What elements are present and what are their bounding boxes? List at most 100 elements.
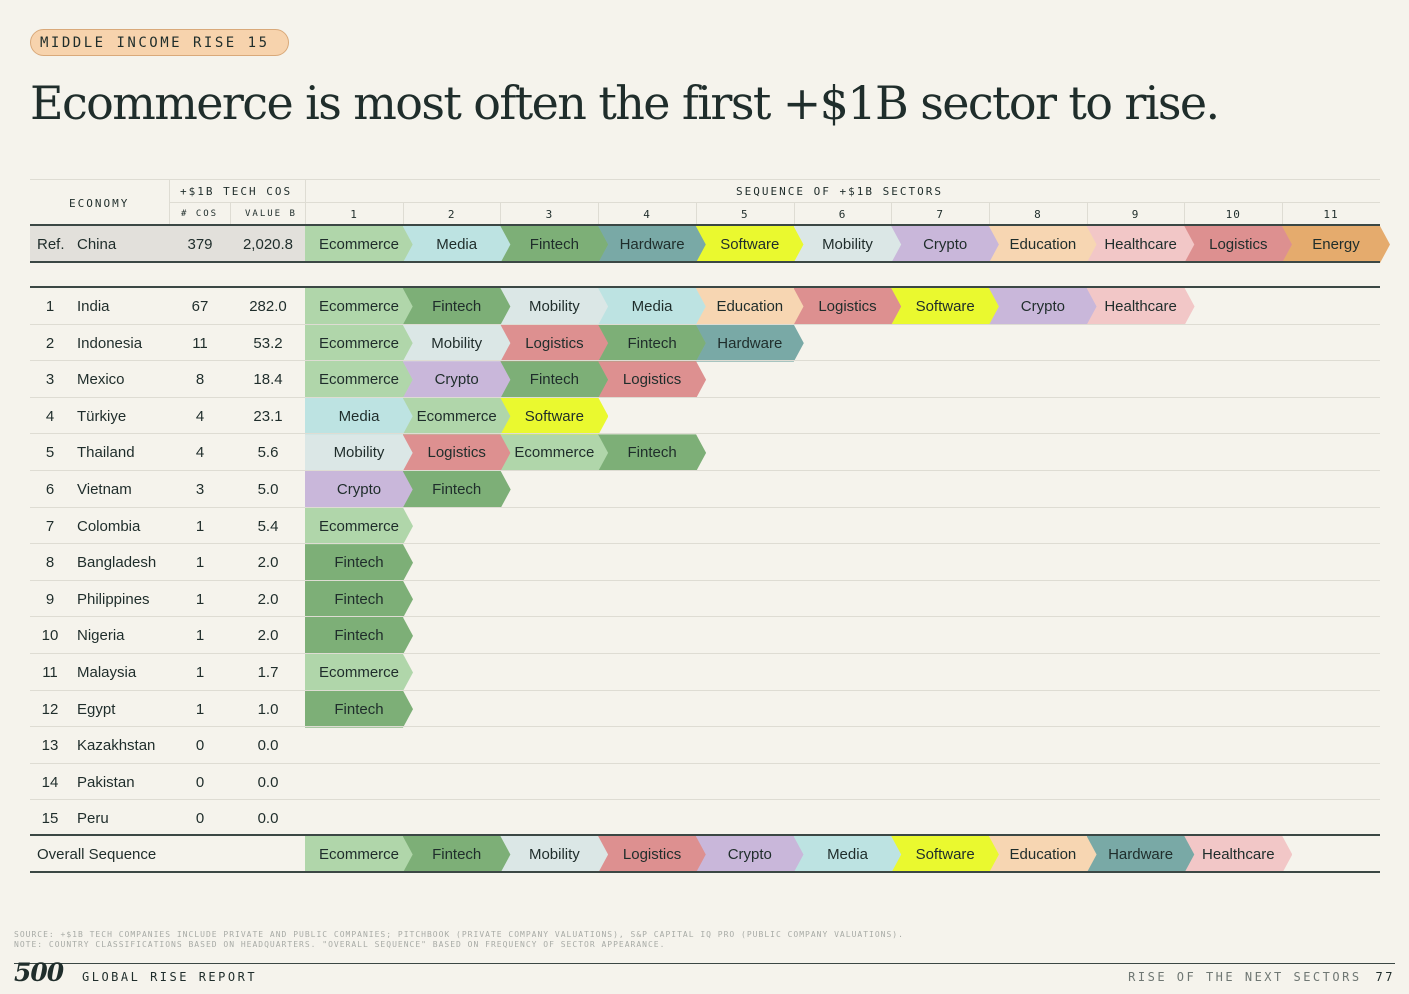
- row-value: 2,020.8: [242, 236, 294, 253]
- header-sequence: SEQUENCE OF +$1B SECTORS: [736, 185, 943, 198]
- sector-label: Ecommerce: [416, 407, 497, 425]
- header-divider: [598, 203, 600, 224]
- sector-label: Education: [1009, 236, 1077, 253]
- sector-chip-education: Education: [988, 226, 1097, 263]
- row-rank: 11: [42, 664, 58, 681]
- row-economy: Philippines: [77, 590, 150, 608]
- row-cos: 67: [191, 298, 209, 315]
- sector-label: Fintech: [334, 700, 384, 718]
- position-header: 1: [350, 208, 358, 221]
- row-cos: 3: [195, 481, 205, 498]
- sector-chip-ecommerce: Ecommerce: [500, 434, 609, 472]
- row-rank: 3: [45, 371, 55, 389]
- sector-chip-fintech: Fintech: [305, 544, 413, 582]
- table-row: 2 Indonesia 11 53.2 Ecommerce Mobility Logisti…: [30, 324, 1380, 362]
- row-value: 2.0: [257, 627, 279, 645]
- sector-label: Education: [716, 298, 784, 315]
- row-economy: Colombia: [77, 517, 141, 535]
- position-header: 11: [1323, 208, 1339, 221]
- reference-bottom-rule: [30, 261, 1380, 263]
- sector-label: Software: [524, 407, 584, 425]
- sector-chip-energy: Energy: [1282, 226, 1390, 263]
- row-cos: 1: [195, 590, 205, 608]
- sector-chip-crypto: Crypto: [988, 288, 1097, 325]
- row-divider: [30, 726, 1380, 728]
- row-divider: [30, 579, 1380, 581]
- header-divider: [1086, 203, 1088, 224]
- row-cos: 1: [195, 554, 205, 572]
- table-row: 6 Vietnam 3 5.0 Crypto Fintech: [30, 471, 1380, 508]
- sector-label: Fintech: [529, 371, 579, 389]
- row-value: 0.0: [257, 810, 279, 828]
- footer-rule: [14, 963, 1395, 964]
- sector-chip-software: Software: [695, 226, 804, 263]
- sector-chip-logistics: Logistics: [598, 361, 707, 399]
- row-economy: Thailand: [77, 444, 135, 462]
- sector-chip-software: Software: [891, 288, 1000, 325]
- header-divider: [402, 203, 404, 224]
- sector-chip-ecommerce: Ecommerce: [305, 507, 413, 545]
- row-value: 23.1: [253, 407, 283, 425]
- row-rank: 5: [45, 444, 55, 462]
- position-header: 8: [1034, 208, 1042, 221]
- sector-chip-software: Software: [891, 836, 1000, 873]
- sector-chip-ecommerce: Ecommerce: [305, 361, 413, 399]
- row-rank: 8: [45, 554, 55, 572]
- row-value: 5.4: [257, 517, 279, 535]
- overall-top-rule: [30, 834, 1380, 836]
- row-economy: China: [77, 236, 117, 253]
- sector-chip-software: Software: [500, 397, 609, 435]
- sector-label: Media: [631, 298, 673, 315]
- row-value: 1.7: [257, 664, 279, 681]
- sector-label: Fintech: [334, 590, 384, 608]
- row-value: 5.0: [257, 481, 279, 498]
- row-economy: Egypt: [77, 700, 116, 718]
- sector-label: Healthcare: [1104, 298, 1177, 315]
- row-economy: Nigeria: [77, 627, 125, 645]
- header-divider: [793, 203, 795, 224]
- sector-label: Fintech: [627, 334, 677, 352]
- row-cos: 0: [195, 737, 205, 755]
- row-value: 0.0: [257, 737, 279, 755]
- sector-chip-healthcare: Healthcare: [1086, 226, 1195, 263]
- section-name: RISE OF THE NEXT SECTORS: [1128, 970, 1362, 984]
- sector-label: Education: [1009, 846, 1077, 863]
- row-divider: [30, 506, 1380, 508]
- overall-label: Overall Sequence: [37, 846, 157, 863]
- sector-chip-fintech: Fintech: [500, 361, 609, 399]
- row-economy: Malaysia: [77, 664, 137, 681]
- sector-label: Hardware: [717, 334, 783, 352]
- row-rank: 1: [45, 298, 55, 315]
- position-header: 7: [936, 208, 944, 221]
- sector-chip-fintech: Fintech: [305, 580, 413, 618]
- sector-chip-crypto: Crypto: [305, 471, 413, 508]
- position-header: 9: [1131, 208, 1140, 221]
- row-rank: 2: [45, 334, 55, 352]
- table-row: 10 Nigeria 1 2.0 Fintech: [30, 617, 1380, 655]
- position-header: 6: [838, 208, 847, 221]
- row-divider: [30, 762, 1380, 764]
- sector-label: Healthcare: [1104, 236, 1177, 253]
- sector-label: Mobility: [528, 846, 580, 863]
- sector-chip-logistics: Logistics: [1184, 226, 1293, 263]
- body-top-rule: [30, 286, 1380, 288]
- row-rank: 14: [41, 773, 59, 791]
- row-rank: Ref.: [37, 236, 65, 253]
- sector-label: Ecommerce: [318, 236, 400, 253]
- sector-chip-hardware: Hardware: [695, 324, 804, 362]
- sector-chip-logistics: Logistics: [500, 324, 609, 362]
- sector-chip-mobility: Mobility: [500, 836, 609, 873]
- sector-label: Media: [827, 846, 868, 863]
- row-rank: 13: [41, 737, 59, 755]
- row-divider: [30, 799, 1380, 801]
- sector-chip-media: Media: [402, 226, 511, 263]
- sector-label: Media: [436, 236, 478, 253]
- table-row: 9 Philippines 1 2.0 Fintech: [30, 580, 1380, 618]
- table-row: 1 India 67 282.0 Ecommerce Fintech Mobility Med…: [30, 288, 1380, 325]
- position-header: 3: [545, 208, 554, 221]
- sector-label: Software: [720, 236, 780, 253]
- row-rank: 10: [41, 627, 59, 645]
- source-note: SOURCE: +$1B TECH COMPANIES INCLUDE PRIV…: [14, 930, 904, 939]
- sector-label: Crypto: [727, 846, 772, 863]
- row-cos: 0: [195, 773, 205, 791]
